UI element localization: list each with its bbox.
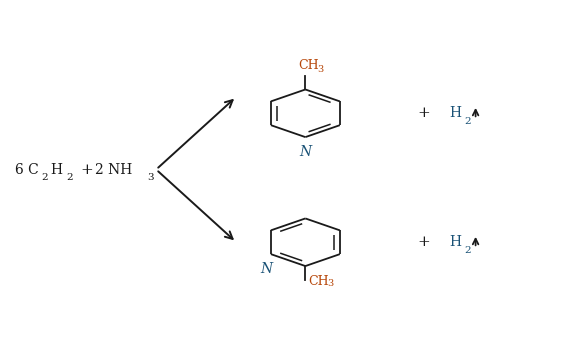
Text: CH: CH	[309, 275, 329, 288]
Text: 3: 3	[327, 279, 333, 288]
Text: N: N	[300, 145, 311, 159]
Text: 3: 3	[147, 173, 153, 182]
Text: +: +	[418, 235, 431, 249]
Text: H: H	[449, 235, 461, 249]
Text: 6 C: 6 C	[15, 162, 39, 177]
Text: 2: 2	[465, 117, 471, 126]
Text: N: N	[260, 262, 273, 276]
Text: +: +	[80, 162, 93, 177]
Text: CH: CH	[299, 59, 319, 72]
Text: 2: 2	[66, 173, 73, 182]
Text: 2 NH: 2 NH	[95, 162, 132, 177]
Text: 2: 2	[465, 246, 471, 255]
Text: +: +	[418, 106, 431, 120]
Text: H: H	[50, 162, 62, 177]
Text: 3: 3	[318, 65, 324, 74]
Text: H: H	[449, 106, 461, 120]
Text: 2: 2	[42, 173, 48, 182]
